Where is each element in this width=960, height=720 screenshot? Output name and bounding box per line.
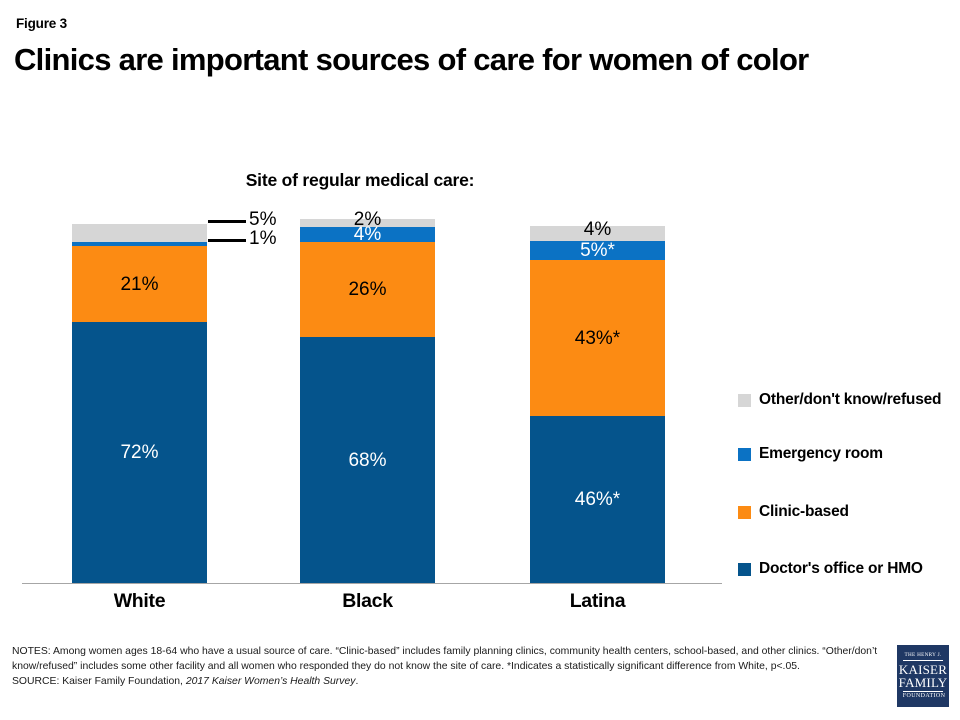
footer-notes: NOTES: Among women ages 18-64 who have a…: [12, 645, 892, 689]
category-label-latina: Latina: [569, 590, 626, 612]
kaiser-family-foundation-logo: THE HENRY J. KAISER FAMILY FOUNDATION: [897, 645, 949, 707]
page-title: Clinics are important sources of care fo…: [14, 42, 809, 77]
bar-latina[interactable]: 4% 5%* 43%* 46%*: [530, 220, 665, 583]
legend-item-doctors-office[interactable]: Doctor's office or HMO: [738, 559, 953, 579]
leader-line-emergency-room: [208, 239, 246, 242]
segment-black-doctors-office[interactable]: 68%: [300, 337, 435, 583]
source-title: 2017 Kaiser Women’s Health Survey: [185, 675, 356, 687]
plot-area: 21% 72% White 5% 1% 2% 4% 26% 68%: [0, 150, 725, 612]
segment-latina-clinic-based[interactable]: 43%*: [530, 260, 665, 416]
x-axis-line: [22, 583, 722, 584]
source-prefix: SOURCE: Kaiser Family Foundation,: [12, 675, 186, 687]
category-label-black: Black: [342, 590, 393, 612]
bar-white[interactable]: 21% 72%: [72, 224, 207, 583]
figure-label: Figure 3: [16, 16, 67, 31]
leader-line-other: [208, 220, 246, 223]
value-label: 68%: [348, 449, 387, 471]
segment-latina-doctors-office[interactable]: 46%*: [530, 416, 665, 583]
segment-white-emergency-room[interactable]: [72, 242, 207, 246]
logo-line-3: FAMILY: [898, 674, 948, 690]
callout-white-emergency-room: 1%: [249, 228, 277, 249]
legend-swatch-icon: [738, 505, 751, 519]
segment-white-clinic-based[interactable]: 21%: [72, 246, 207, 322]
logo-line-1: THE HENRY J.: [902, 653, 944, 661]
segment-white-other[interactable]: [72, 224, 207, 242]
value-label: 26%: [348, 279, 387, 300]
value-label: 5%*: [580, 240, 615, 261]
segment-black-other[interactable]: 2%: [300, 210, 435, 229]
chart-container: Site of regular medical care: 21% 72% Wh…: [0, 150, 960, 620]
legend-label: Clinic-based: [759, 502, 849, 520]
legend-item-emergency-room[interactable]: Emergency room: [738, 444, 953, 464]
chart-subtitle: Site of regular medical care:: [245, 170, 475, 190]
value-label: 43%*: [574, 327, 621, 349]
callout-white-other: 5%: [249, 209, 277, 230]
value-label: 21%: [120, 273, 159, 295]
segment-white-doctors-office[interactable]: 72%: [72, 322, 207, 583]
legend-swatch-icon: [738, 447, 751, 461]
value-label: 72%: [120, 442, 159, 463]
legend-label: Other/don't know/refused: [759, 391, 942, 408]
logo-line-4: FOUNDATION: [902, 690, 946, 699]
bar-black[interactable]: 2% 4% 26% 68%: [300, 210, 435, 583]
legend-item-clinic-based[interactable]: Clinic-based: [738, 502, 953, 522]
category-label-white: White: [113, 590, 166, 612]
legend-swatch-icon: [738, 563, 751, 577]
source-suffix: .: [355, 675, 359, 687]
notes-text: NOTES: Among women ages 18-64 who have a…: [12, 646, 878, 672]
value-label: 46%*: [574, 489, 621, 510]
segment-latina-emergency-room[interactable]: 5%*: [530, 241, 665, 260]
legend-label: Doctor's office or HMO: [759, 560, 923, 578]
segment-black-clinic-based[interactable]: 26%: [300, 242, 435, 337]
logo-line-2: KAISER: [898, 661, 948, 677]
legend-label: Emergency room: [759, 444, 883, 462]
segment-latina-other[interactable]: 4%: [530, 220, 665, 241]
segment-black-emergency-room[interactable]: 4%: [300, 225, 435, 244]
value-label: 4%: [583, 219, 612, 240]
legend-swatch-icon: [738, 394, 751, 407]
legend-item-other[interactable]: Other/don't know/refused: [738, 390, 953, 410]
chart-legend: Other/don't know/refused Emergency room …: [738, 390, 953, 613]
